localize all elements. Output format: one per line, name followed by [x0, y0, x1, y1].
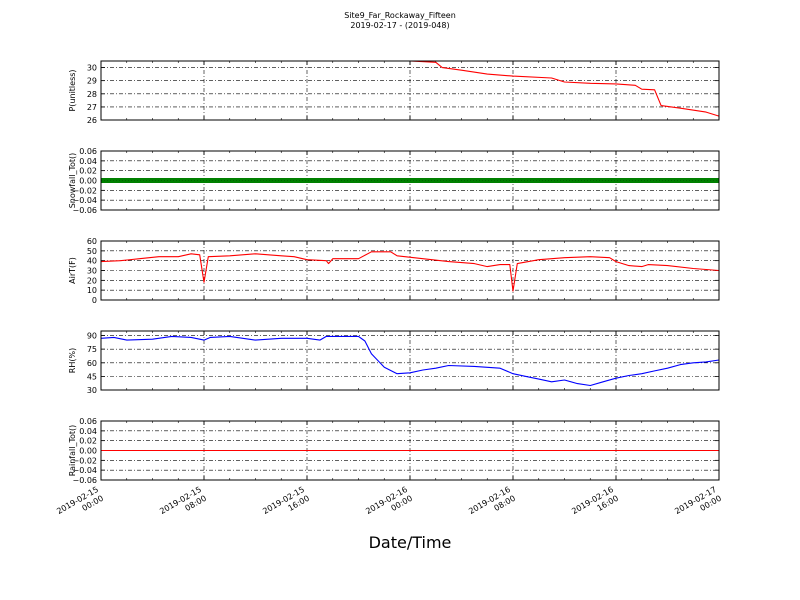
x-tick-label: 2019-02-1508:00: [158, 485, 208, 525]
axes-frame: [100, 330, 720, 391]
panel-2: −0.06−0.04−0.020.000.020.040.06Snowfall_…: [68, 147, 720, 215]
y-tick-label: 20: [87, 276, 97, 285]
y-tick-label: −0.04: [72, 196, 97, 205]
x-tick-label: 2019-02-1500:00: [55, 485, 105, 525]
y-tick-label: 27: [87, 103, 97, 112]
axes-frame: [100, 420, 720, 481]
chart-title: Site9_Far_Rockaway_Fifteen: [344, 11, 456, 20]
y-tick-label: 75: [87, 345, 97, 354]
y-axis-label: Rainfall_Tot(): [68, 425, 77, 477]
series-line: [100, 251, 720, 292]
y-tick-label: 10: [87, 286, 97, 295]
y-tick-label: −0.02: [72, 456, 97, 465]
x-tick-label: 2019-02-1700:00: [673, 485, 723, 525]
y-tick-label: 60: [87, 359, 97, 368]
y-axis-label: RH(%): [68, 348, 77, 373]
panel-4: 30 45 60 75 90 RH(%): [68, 330, 720, 395]
y-axis-label: Snowfall_Tot(): [68, 153, 77, 209]
y-tick-label: 26: [87, 116, 97, 125]
y-tick-label: 30: [87, 267, 97, 276]
x-tick-label: 2019-02-1608:00: [467, 485, 517, 525]
panel-5: −0.06−0.04−0.020.000.020.040.06Rainfall_…: [68, 417, 720, 485]
y-tick-label: 0.00: [79, 177, 97, 186]
y-tick-label: 0.04: [79, 157, 97, 166]
y-tick-label: 0.04: [79, 427, 97, 436]
y-tick-label: 50: [87, 247, 97, 256]
y-tick-label: 0: [92, 296, 97, 305]
y-tick-label: 30: [87, 64, 97, 73]
x-tick-label: 2019-02-1516:00: [261, 485, 311, 525]
y-tick-label: −0.04: [72, 466, 97, 475]
x-tick-label: 2019-02-1600:00: [364, 485, 414, 525]
y-tick-label: −0.06: [72, 476, 97, 485]
axes-frame: [100, 60, 720, 121]
y-axis-label: P(unitless): [68, 69, 77, 111]
y-axis-label: AirT(F): [68, 257, 77, 284]
panel-1: 26 27 28 29 30 P(unitless): [68, 60, 720, 125]
y-tick-label: 45: [87, 372, 97, 381]
y-tick-label: 30: [87, 386, 97, 395]
series-line: [100, 335, 720, 387]
axes-frame: [100, 240, 720, 301]
axes-frame: [100, 150, 720, 211]
x-axis-label: Date/Time: [368, 533, 452, 552]
y-tick-label: 60: [87, 237, 97, 246]
y-tick-label: 0.02: [79, 437, 97, 446]
y-tick-label: 90: [87, 332, 97, 341]
y-tick-label: −0.06: [72, 206, 97, 215]
y-tick-label: 29: [87, 77, 97, 86]
y-tick-label: −0.02: [72, 186, 97, 195]
y-tick-label: 0.06: [79, 147, 97, 156]
chart-subtitle: 2019-02-17 - (2019-048): [350, 21, 450, 30]
y-tick-label: 28: [87, 90, 97, 99]
y-tick-label: 0.06: [79, 417, 97, 426]
x-tick-label: 2019-02-1616:00: [570, 485, 620, 525]
y-tick-label: 0.00: [79, 447, 97, 456]
y-tick-label: 40: [87, 257, 97, 266]
y-tick-label: 0.02: [79, 167, 97, 176]
